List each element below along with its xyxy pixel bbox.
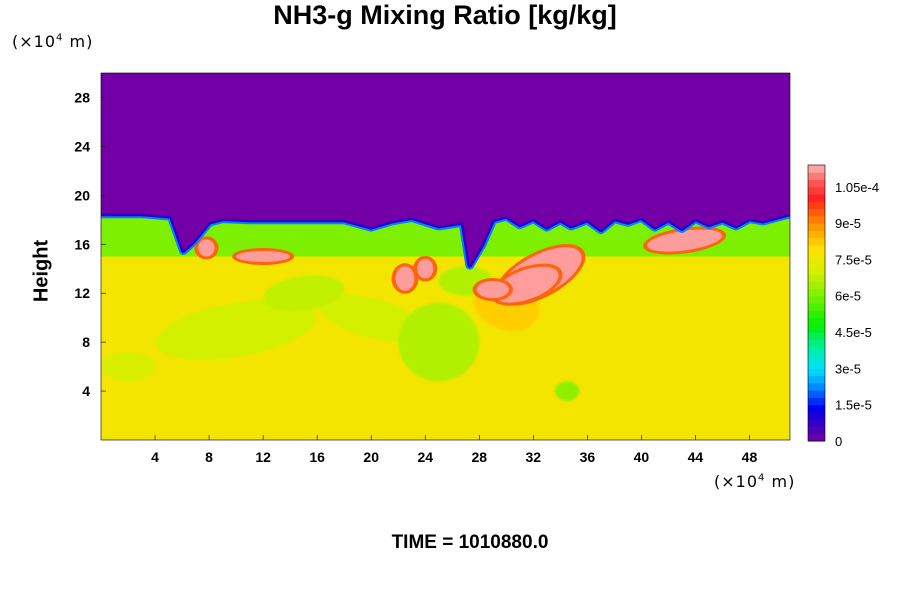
colorbar-swatch	[808, 346, 825, 355]
field-patch	[398, 302, 480, 382]
colorbar-swatch	[808, 259, 825, 268]
colorbar-tick-label: 6e-5	[835, 289, 861, 304]
x-axis-unit: (×104 m)	[714, 472, 796, 491]
colorbar-swatch	[808, 273, 825, 282]
colorbar-swatch	[808, 433, 825, 442]
x-tick-label: 20	[363, 449, 379, 465]
time-label: TIME = 1010880.0	[391, 532, 549, 553]
colorbar-swatch	[808, 215, 825, 224]
mixing-ratio-field	[101, 73, 790, 440]
colorbar-swatch	[808, 165, 825, 173]
colorbar-swatch	[808, 397, 825, 406]
y-tick-label: 24	[74, 138, 90, 154]
field-patch	[156, 299, 317, 360]
colorbar-swatch	[808, 288, 825, 297]
y-axis-ticks: 4 8 12 16 20 24 28	[74, 89, 106, 399]
field-patch	[101, 351, 156, 382]
x-tick-label: 24	[417, 449, 433, 465]
colorbar-swatch	[808, 317, 825, 326]
colorbar-swatch	[808, 419, 825, 427]
colorbar-tick-label: 3e-5	[835, 361, 861, 376]
colorbar-swatch	[808, 404, 825, 413]
y-tick-label: 8	[82, 334, 90, 350]
x-tick-label: 12	[255, 449, 271, 465]
colorbar-ticks: 0 1.5e-5 3e-5 4.5e-5 6e-5 7.5e-5 9e-5 1.05e-4	[835, 180, 879, 449]
x-tick-label: 4	[151, 449, 159, 465]
upper-layer	[101, 73, 790, 266]
colorbar-swatch	[808, 426, 825, 435]
y-tick-label: 16	[74, 236, 90, 252]
colorbar-swatch	[808, 172, 825, 181]
colorbar-swatch	[808, 332, 825, 340]
colorbar-swatch	[808, 244, 825, 253]
colorbar-swatch	[808, 295, 825, 304]
colorbar-swatch	[808, 382, 825, 391]
colorbar-swatch	[808, 353, 825, 362]
colorbar-swatch	[808, 390, 825, 398]
field-patch	[554, 381, 580, 401]
chart-title: NH3-g Mixing Ratio [kg/kg]	[273, 0, 617, 30]
x-axis-ticks: 4 8 12 16 20 24 28 32 36 40 44 48	[151, 435, 757, 465]
y-tick-label: 4	[82, 383, 90, 399]
colorbar-tick-label: 1.05e-4	[835, 180, 879, 195]
colorbar-tick-label: 7.5e-5	[835, 252, 872, 267]
colorbar-swatch	[808, 237, 825, 246]
colorbar-swatch	[808, 303, 825, 311]
field-patch	[318, 294, 424, 342]
y-tick-label: 12	[74, 285, 90, 301]
colorbar-frame	[807, 164, 826, 442]
hot-spot-core	[417, 258, 434, 279]
hot-spot-core	[476, 280, 509, 299]
colorbar-tick-label: 4.5e-5	[835, 325, 872, 340]
x-tick-label: 36	[580, 449, 596, 465]
colorbar	[807, 164, 826, 442]
plot-frame	[100, 72, 791, 441]
colorbar-swatch	[808, 411, 825, 420]
colorbar-swatch	[808, 361, 825, 369]
colorbar-swatch	[808, 194, 825, 202]
hot-spot-core	[198, 239, 215, 257]
colorbar-swatch	[808, 252, 825, 260]
x-tick-label: 40	[634, 449, 650, 465]
colorbar-swatch	[808, 266, 825, 275]
colorbar-swatch	[808, 368, 825, 377]
colorbar-swatch	[808, 208, 825, 217]
colorbar-tick-label: 0	[835, 434, 842, 449]
colorbar-swatch	[808, 324, 825, 333]
x-tick-label: 16	[309, 449, 325, 465]
colorbar-tick-label: 9e-5	[835, 216, 861, 231]
y-tick-label: 20	[74, 187, 90, 203]
colorbar-swatch	[808, 186, 825, 195]
colorbar-swatch	[808, 223, 825, 231]
colorbar-swatch	[808, 230, 825, 239]
colorbar-swatch	[808, 310, 825, 319]
y-tick-label: 28	[74, 89, 90, 105]
y-axis-unit: (×104 m)	[12, 32, 94, 51]
x-tick-label: 48	[742, 449, 758, 465]
field-patch	[263, 275, 344, 312]
colorbar-swatch	[808, 201, 825, 210]
hot-spot-core	[647, 229, 723, 252]
hot-spot-core	[395, 266, 415, 291]
x-tick-label: 28	[471, 449, 487, 465]
x-tick-label: 44	[688, 449, 704, 465]
hot-spot-core	[236, 250, 291, 263]
x-tick-label: 32	[526, 449, 542, 465]
x-tick-label: 8	[205, 449, 213, 465]
colorbar-swatch	[808, 339, 825, 348]
colorbar-swatch	[808, 281, 825, 289]
colorbar-swatch	[808, 179, 825, 188]
colorbar-swatch	[808, 375, 825, 384]
colorbar-tick-label: 1.5e-5	[835, 398, 872, 413]
